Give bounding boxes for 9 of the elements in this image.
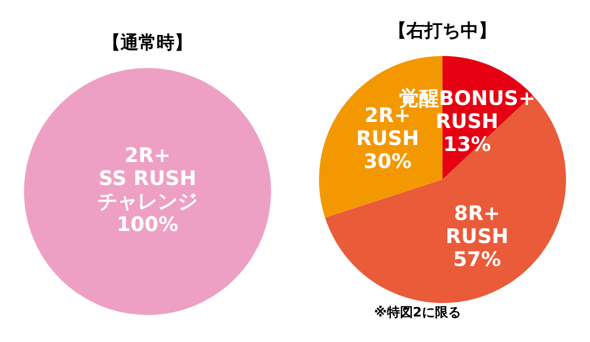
data-label: 100% (116, 212, 178, 236)
text: ※特図2に限る (374, 305, 461, 320)
data-label: 57% (453, 247, 502, 272)
chart-title: 【右打ち中】 (388, 20, 496, 42)
chart-title: 【通常時】 (102, 32, 192, 54)
slice-label: 8R+ RUSH (446, 201, 508, 248)
slice-label: 2R+ SS RUSH チャレンジ (98, 143, 198, 214)
data-label: 13% (443, 132, 491, 156)
data-label: 30% (364, 148, 412, 173)
